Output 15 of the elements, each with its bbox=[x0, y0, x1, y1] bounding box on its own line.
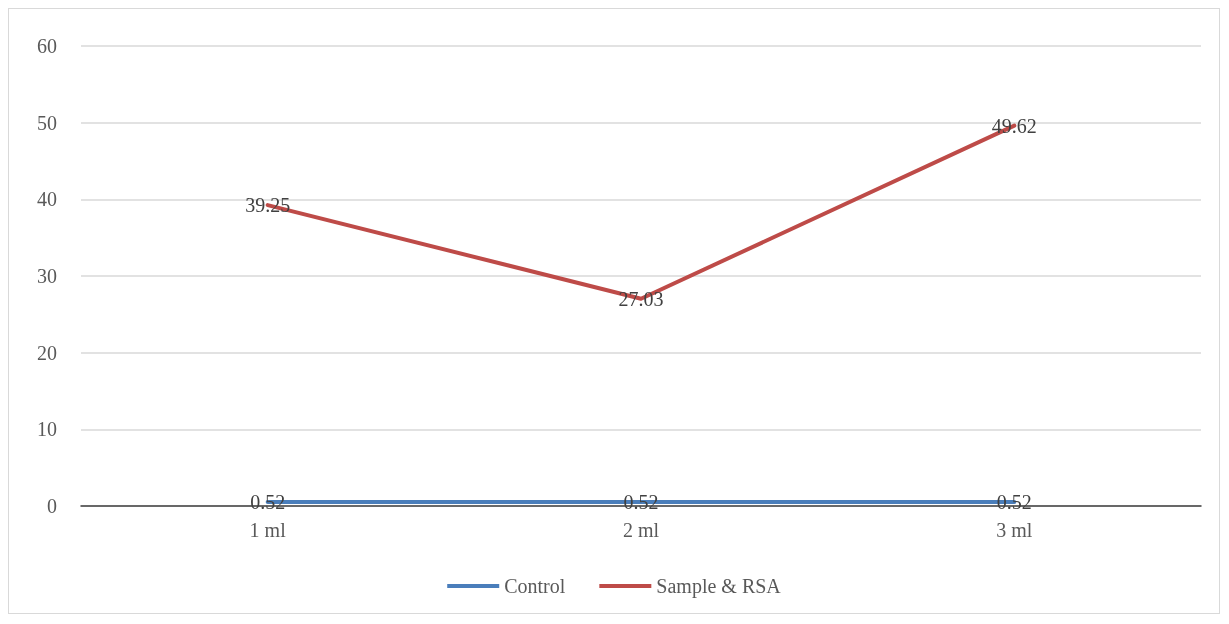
y-tick-label: 10 bbox=[37, 418, 57, 441]
data-label: 39.25 bbox=[245, 194, 291, 217]
y-tick-label: 50 bbox=[37, 111, 57, 134]
y-tick-label: 40 bbox=[37, 188, 57, 211]
data-label: 49.62 bbox=[991, 114, 1037, 137]
y-tick-label: 60 bbox=[37, 35, 57, 57]
y-tick-label: 0 bbox=[47, 495, 57, 517]
y-tick-label: 30 bbox=[37, 265, 57, 287]
legend-label: Control bbox=[504, 575, 566, 597]
legend-label: Sample & RSA bbox=[656, 575, 782, 598]
x-tick-label: 1 ml bbox=[249, 519, 287, 541]
y-tick-label: 20 bbox=[37, 341, 57, 364]
x-tick-label: 3 ml bbox=[996, 519, 1033, 541]
x-tick-label: 2 ml bbox=[622, 519, 660, 541]
data-label: 0.52 bbox=[623, 491, 659, 514]
